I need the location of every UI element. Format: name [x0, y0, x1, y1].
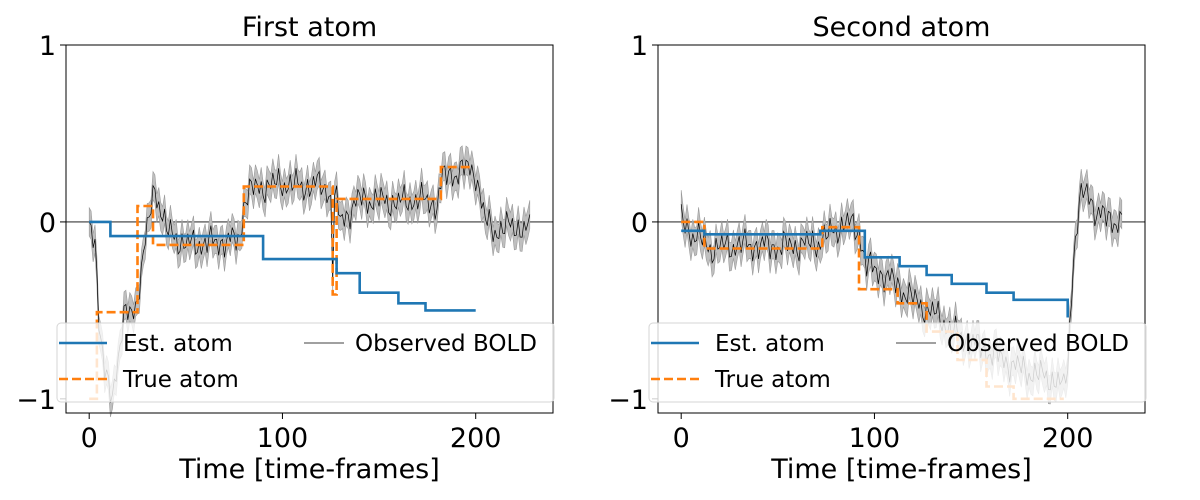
panel-first-atom: First atom 0 100 200 −1 0 1 Time [time-frames] E…	[16, 12, 555, 485]
y-tick-label: −1	[16, 385, 56, 416]
x-axis-label: Time [time-frames]	[178, 454, 440, 485]
x-tick-label: 0	[81, 423, 98, 454]
x-tick-label: 200	[1042, 423, 1094, 454]
y-tick-label: −1	[608, 385, 648, 416]
chart-title: First atom	[242, 12, 377, 43]
est-atom-line	[89, 220, 476, 312]
legend-box	[56, 322, 555, 403]
panel-second-atom: Second atom 0 100 200 −1 0 1 Time [time-frames]…	[608, 12, 1147, 485]
x-tick-label: 100	[257, 423, 309, 454]
axes-frame	[657, 44, 1146, 414]
y-tick-label: 1	[39, 31, 56, 62]
legend-est-label: Est. atom	[715, 331, 825, 357]
est-atom-line	[681, 229, 1069, 318]
observed-bold-band	[680, 168, 1123, 405]
y-tick-label: 1	[631, 31, 648, 62]
legend-true-label: True atom	[714, 367, 831, 393]
y-tick-label: 0	[631, 208, 648, 239]
legend-observed-label: Observed BOLD	[947, 331, 1129, 357]
observed-bold-band	[88, 145, 531, 418]
true-atom-line	[681, 220, 1064, 401]
x-tick-label: 200	[450, 423, 502, 454]
legend: Est. atom True atom Observed BOLD	[648, 322, 1147, 403]
x-tick-label: 100	[849, 423, 901, 454]
legend-est-label: Est. atom	[123, 331, 233, 357]
x-axis-label: Time [time-frames]	[770, 454, 1032, 485]
observed-bold-line	[88, 159, 531, 403]
legend: Est. atom True atom Observed BOLD	[56, 322, 555, 403]
legend-box	[648, 322, 1147, 403]
legend-true-label: True atom	[122, 367, 239, 393]
true-atom-line	[89, 165, 472, 401]
chart-title: Second atom	[813, 12, 991, 43]
axes-frame	[65, 44, 554, 414]
y-tick-label: 0	[39, 208, 56, 239]
x-tick-label: 0	[673, 423, 690, 454]
legend-observed-label: Observed BOLD	[355, 331, 537, 357]
